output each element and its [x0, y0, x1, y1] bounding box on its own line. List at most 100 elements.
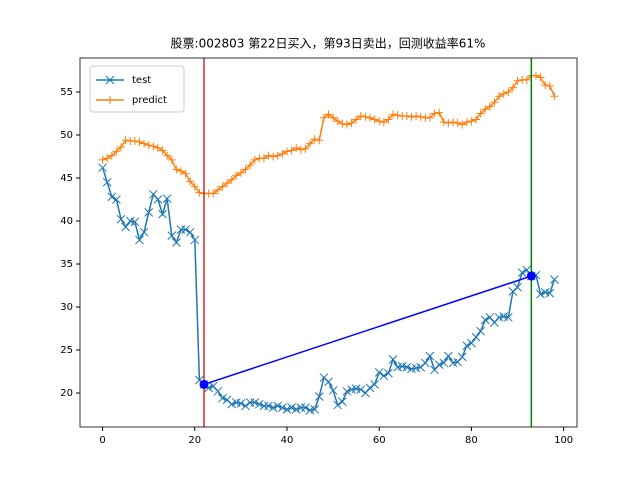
marker: [112, 147, 121, 156]
marker: [508, 83, 517, 92]
marker: [121, 136, 130, 145]
legend-label: test: [132, 75, 151, 86]
marker: [106, 96, 114, 104]
marker: [384, 115, 393, 124]
marker: [522, 75, 531, 84]
marker: [135, 235, 144, 245]
marker: [389, 110, 398, 119]
marker: [356, 112, 365, 121]
marker: [435, 108, 444, 117]
marker: [324, 377, 333, 387]
axes-frame: [79, 57, 578, 428]
marker: [268, 403, 278, 413]
marker: [420, 358, 430, 368]
marker: [333, 400, 343, 410]
marker: [319, 113, 328, 122]
marker: [517, 268, 527, 277]
marker: [236, 398, 246, 408]
marker: [310, 405, 320, 414]
marker: [112, 195, 121, 204]
x-tick-label: 80: [465, 435, 478, 446]
marker: [430, 109, 439, 118]
marker: [190, 182, 199, 191]
marker: [439, 358, 449, 368]
marker: [236, 168, 245, 177]
marker: [504, 87, 513, 96]
marker: [370, 380, 379, 389]
marker: [103, 154, 112, 163]
marker: [172, 165, 181, 174]
marker: [186, 177, 195, 186]
marker: [218, 393, 227, 403]
trade-point: [526, 271, 536, 281]
y-tick-label: 30: [60, 302, 73, 313]
y-tick-label: 25: [60, 345, 73, 356]
marker: [545, 288, 555, 298]
marker: [481, 105, 490, 114]
marker: [444, 118, 453, 127]
y-tick-label: 55: [60, 87, 73, 98]
marker: [176, 167, 185, 176]
marker: [283, 147, 292, 156]
marker: [139, 227, 149, 237]
marker: [342, 386, 352, 396]
marker: [485, 102, 494, 111]
marker: [536, 73, 545, 82]
marker: [388, 355, 398, 364]
marker: [495, 92, 504, 101]
marker: [287, 403, 296, 413]
marker: [379, 371, 389, 381]
marker: [407, 112, 416, 121]
marker: [121, 222, 130, 232]
marker: [370, 115, 379, 124]
marker: [361, 112, 370, 121]
marker: [102, 177, 112, 187]
marker: [232, 171, 241, 180]
marker: [301, 144, 310, 153]
marker: [476, 326, 485, 336]
marker: [513, 282, 522, 292]
marker: [273, 151, 282, 160]
marker: [513, 76, 522, 85]
marker: [245, 398, 255, 407]
marker: [172, 238, 181, 247]
marker: [167, 231, 177, 240]
marker: [278, 149, 287, 158]
marker: [250, 398, 260, 407]
marker: [107, 151, 116, 160]
marker: [273, 401, 283, 411]
marker: [259, 154, 268, 163]
marker: [480, 315, 490, 325]
marker: [140, 139, 149, 148]
marker: [98, 163, 107, 173]
marker: [439, 118, 448, 127]
x-tick-label: 20: [188, 435, 201, 446]
marker: [241, 401, 250, 411]
marker: [254, 399, 264, 409]
series-line: [101, 167, 556, 412]
marker: [425, 113, 434, 122]
marker: [135, 137, 144, 146]
y-tick-label: 40: [60, 216, 73, 227]
marker: [457, 352, 467, 362]
marker: [379, 118, 388, 127]
marker: [402, 362, 412, 372]
marker: [296, 145, 305, 154]
marker: [402, 112, 411, 121]
marker: [329, 113, 338, 122]
x-tick-label: 100: [554, 435, 573, 446]
marker: [227, 175, 236, 184]
marker: [315, 136, 324, 145]
marker: [181, 169, 190, 178]
marker: [365, 383, 375, 393]
marker: [213, 186, 222, 195]
marker: [333, 117, 342, 126]
marker: [393, 111, 402, 120]
marker: [167, 155, 176, 164]
x-tick-label: 60: [373, 435, 386, 446]
marker: [116, 214, 126, 224]
marker: [264, 151, 273, 160]
marker: [153, 195, 163, 204]
marker: [337, 397, 347, 406]
marker: [153, 143, 162, 152]
